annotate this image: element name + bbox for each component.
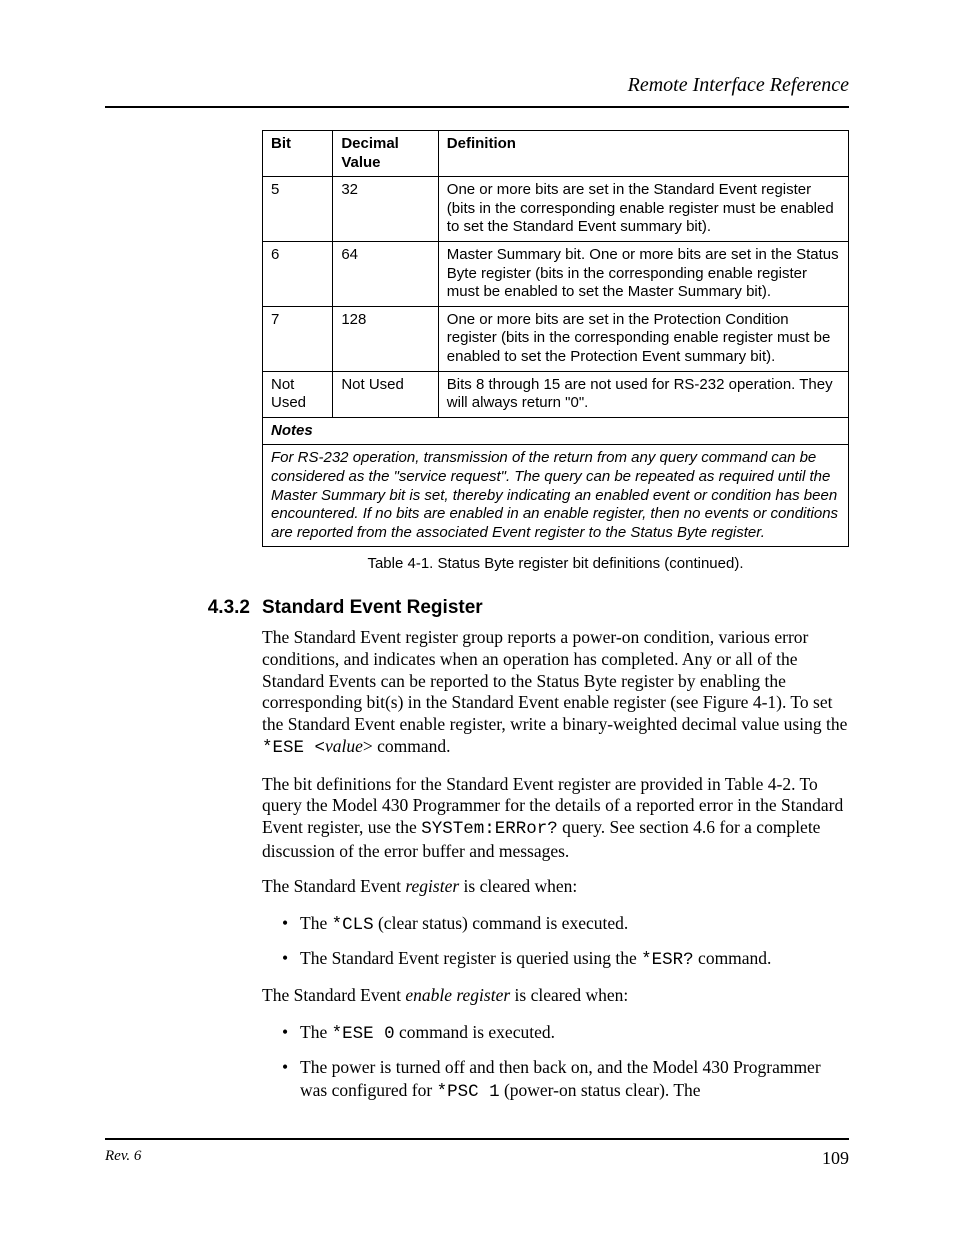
top-rule: [105, 106, 849, 108]
para-1-a: The Standard Event register group report…: [262, 627, 847, 734]
clear-enable-intro-b: is cleared when:: [510, 985, 628, 1005]
cell-definition: Bits 8 through 15 are not used for RS-23…: [438, 371, 848, 417]
cell-bit: 6: [263, 241, 333, 306]
para-2: The bit definitions for the Standard Eve…: [262, 774, 849, 863]
list-item: The *CLS (clear status) command is execu…: [300, 912, 849, 937]
list-item: The *ESE 0 command is executed.: [300, 1021, 849, 1046]
cell-bit: Not Used: [263, 371, 333, 417]
cell-decimal: 32: [333, 177, 438, 242]
footer-revision: Rev. 6: [105, 1148, 141, 1165]
cell-decimal: Not Used: [333, 371, 438, 417]
section-number: 4.3.2: [140, 596, 250, 620]
cell-definition: One or more bits are set in the Standard…: [438, 177, 848, 242]
cell-definition: Master Summary bit. One or more bits are…: [438, 241, 848, 306]
notes-body: For RS-232 operation, transmission of th…: [263, 445, 849, 547]
list-item-b: (power-on status clear). The: [500, 1080, 701, 1100]
list-item-b: (clear status) command is executed.: [374, 913, 629, 933]
table-row: 5 32 One or more bits are set in the Sta…: [263, 177, 849, 242]
para-1-b: > command.: [363, 736, 451, 756]
col-decimal: Decimal Value: [333, 131, 438, 177]
section-title: Standard Event Register: [262, 596, 849, 620]
page: Remote Interface Reference Bit Decimal V…: [0, 0, 954, 1235]
footer-page-number: 109: [822, 1148, 849, 1169]
list-item-cmd: *ESR?: [641, 950, 694, 970]
clear-register-list: The *CLS (clear status) command is execu…: [262, 912, 849, 972]
clear-enable-list: The *ESE 0 command is executed. The powe…: [262, 1021, 849, 1103]
body-column: Bit Decimal Value Definition 5 32 One or…: [262, 130, 849, 1117]
cell-bit: 7: [263, 306, 333, 371]
table-row: Not Used Not Used Bits 8 through 15 are …: [263, 371, 849, 417]
section-heading-wrapper: 4.3.2 Standard Event Register: [262, 596, 849, 620]
list-item-cmd: *CLS: [332, 915, 374, 935]
running-head: Remote Interface Reference: [628, 74, 849, 97]
clear-register-intro-a: The Standard Event: [262, 876, 405, 896]
list-item: The Standard Event register is queried u…: [300, 947, 849, 972]
list-item-a: The: [300, 1022, 332, 1042]
para-1-value: value: [325, 736, 363, 756]
para-1-cmd: *ESE <: [262, 738, 325, 758]
cell-bit: 5: [263, 177, 333, 242]
col-definition: Definition: [438, 131, 848, 177]
table-notes-row: For RS-232 operation, transmission of th…: [263, 445, 849, 547]
para-2-cmd: SYSTem:ERRor?: [421, 819, 558, 839]
table-header-row: Bit Decimal Value Definition: [263, 131, 849, 177]
list-item-cmd: *ESE 0: [332, 1024, 395, 1044]
clear-register-intro-ital: register: [405, 876, 459, 896]
table-row: 6 64 Master Summary bit. One or more bit…: [263, 241, 849, 306]
clear-enable-intro: The Standard Event enable register is cl…: [262, 985, 849, 1007]
status-byte-table: Bit Decimal Value Definition 5 32 One or…: [262, 130, 849, 547]
table-caption: Table 4-1. Status Byte register bit defi…: [262, 555, 849, 574]
clear-register-intro: The Standard Event register is cleared w…: [262, 876, 849, 898]
bottom-rule: [105, 1138, 849, 1140]
clear-enable-intro-ital: enable register: [405, 985, 510, 1005]
list-item-a: The Standard Event register is queried u…: [300, 948, 641, 968]
list-item: The power is turned off and then back on…: [300, 1056, 849, 1104]
list-item-b: command.: [694, 948, 772, 968]
clear-register-intro-b: is cleared when:: [459, 876, 577, 896]
table-notes-header-row: Notes: [263, 417, 849, 445]
list-item-b: command is executed.: [395, 1022, 555, 1042]
cell-decimal: 64: [333, 241, 438, 306]
para-1: The Standard Event register group report…: [262, 627, 849, 759]
cell-definition: One or more bits are set in the Protecti…: [438, 306, 848, 371]
col-bit: Bit: [263, 131, 333, 177]
list-item-cmd: *PSC 1: [437, 1082, 500, 1102]
cell-decimal: 128: [333, 306, 438, 371]
clear-enable-intro-a: The Standard Event: [262, 985, 405, 1005]
notes-header: Notes: [263, 417, 849, 445]
table-row: 7 128 One or more bits are set in the Pr…: [263, 306, 849, 371]
list-item-a: The: [300, 913, 332, 933]
